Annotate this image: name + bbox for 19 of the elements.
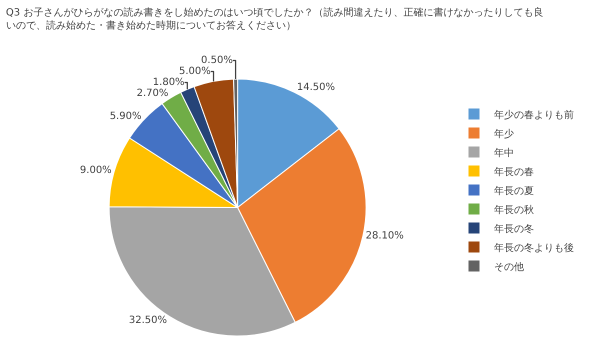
legend-label: 年長の夏 <box>494 184 534 197</box>
data-label: 5.90% <box>110 111 142 122</box>
legend-label: 年長の冬よりも後 <box>494 242 574 254</box>
legend-label: 年長の秋 <box>494 204 534 216</box>
legend-label: 年少の春よりも前 <box>494 108 574 121</box>
data-label: 32.50% <box>128 315 168 326</box>
data-label: 28.10% <box>366 230 404 242</box>
legend-label: 年長の冬 <box>494 222 534 235</box>
data-label: 0.50% <box>201 55 233 66</box>
data-label: 1.80% <box>152 77 185 88</box>
data-label: 14.50% <box>296 82 336 94</box>
legend-label: 年少 <box>494 128 514 140</box>
legend-label: その他 <box>494 260 524 273</box>
data-label: 2.70% <box>136 88 168 100</box>
legend-label: 年長の春 <box>494 166 534 178</box>
chart-title: Q3 お子さんがひらがなの読み書きをし始めたのはいつ頃でしたか？（読み間違えたり、正確に書けなかったりしても良いので、読み始めた・書き始めた時期についてお答えください） <box>6 6 544 32</box>
data-label: 5.00% <box>178 66 211 78</box>
data-label: 9.00% <box>80 164 112 176</box>
legend-label: 年中 <box>494 146 514 159</box>
